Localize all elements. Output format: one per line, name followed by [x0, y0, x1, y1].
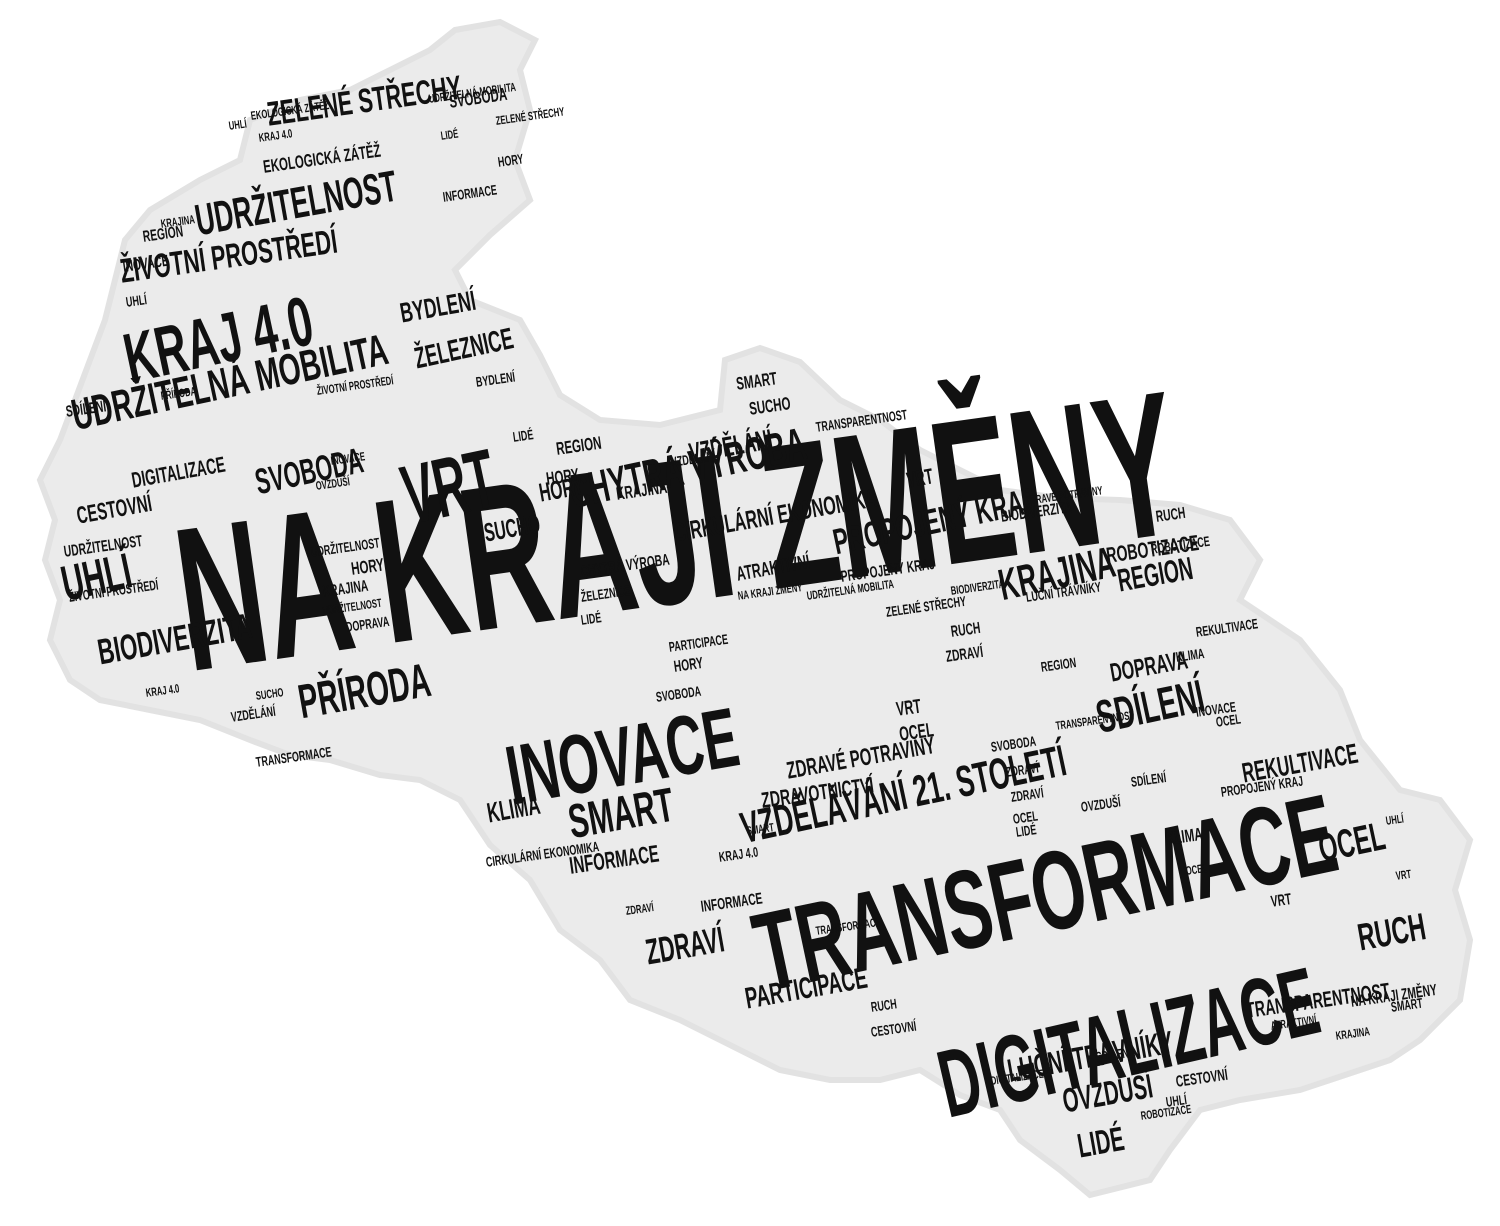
cloud-word: VRT	[1394, 866, 1413, 883]
cloud-word: UHLÍ	[124, 291, 148, 310]
cloud-word: ZDRAVÍ	[1009, 784, 1045, 805]
cloud-word: LIDÉ	[1014, 821, 1038, 840]
cloud-word: SDÍLENÍ	[1129, 769, 1168, 790]
cloud-word: OCEL	[897, 719, 936, 746]
cloud-word: TRANSFORMACE	[254, 743, 333, 770]
cloud-word: OCEL	[1184, 861, 1208, 878]
cloud-word: RUCH	[949, 619, 982, 641]
cloud-word: RUCH	[1354, 906, 1429, 960]
cloud-word: ZDRAVÍ	[624, 900, 655, 918]
cloud-word: KLIMA	[1164, 823, 1204, 849]
cloud-word: SUCHO	[254, 685, 285, 703]
cloud-word: VRT	[894, 695, 923, 721]
cloud-word: KLIMA	[1174, 645, 1206, 665]
cloud-word: LIDÉ	[579, 609, 603, 628]
cloud-word: ZELENÉ STŘECHY	[494, 104, 566, 128]
cloud-word: REKULTIVACE	[1194, 615, 1259, 640]
region-outline	[36, 18, 1474, 1199]
cloud-word: SMART	[734, 368, 779, 394]
cloud-word: LIDÉ	[1074, 1119, 1128, 1166]
cloud-word: ŽELEZNICE	[411, 322, 517, 376]
cloud-word: HORY	[496, 150, 525, 170]
cloud-word: KRAJ 4.0	[717, 843, 760, 865]
cloud-word: LIDÉ	[511, 426, 535, 445]
cloud-word: CESTOVNÍ	[869, 1017, 918, 1040]
cloud-word: HORY	[672, 654, 705, 676]
cloud-word: HORY	[544, 464, 581, 489]
cloud-word: INFORMACE	[441, 181, 498, 205]
cloud-word: KLIMA	[484, 788, 543, 829]
cloud-word: OVZDUŠÍ	[1079, 793, 1122, 815]
cloud-word: SDÍLENÍ	[1091, 669, 1209, 743]
cloud-word: UHLÍ	[1384, 811, 1405, 828]
cloud-word: ZDRAVÍ	[944, 643, 985, 666]
cloud-word: KRAJ 4.0	[257, 126, 294, 145]
cloud-word: VRT	[904, 463, 935, 493]
cloud-word: VRT	[1269, 891, 1293, 911]
cloud-word: REGION	[1039, 654, 1078, 675]
cloud-word: HORY	[349, 554, 386, 579]
cloud-word: SMART	[1389, 994, 1424, 1015]
cloud-word: KRAJINA	[159, 212, 196, 231]
cloud-word: UHLÍ	[227, 116, 248, 133]
cloud-word: BYDLENÍ	[474, 368, 517, 390]
cloud-word: RUCH	[869, 995, 898, 1015]
cloud-word: KRAJ 4.0	[144, 681, 181, 700]
cloud-word: KRAJINA	[1334, 1024, 1371, 1043]
cloud-word: SMART	[745, 820, 775, 838]
cloud-word: LIDÉ	[439, 126, 460, 143]
cloud-word: ZDRAVÍ	[642, 918, 728, 973]
cloud-word: BYDLENÍ	[397, 284, 479, 329]
cloud-word: CESTOVNÍ	[74, 489, 154, 530]
